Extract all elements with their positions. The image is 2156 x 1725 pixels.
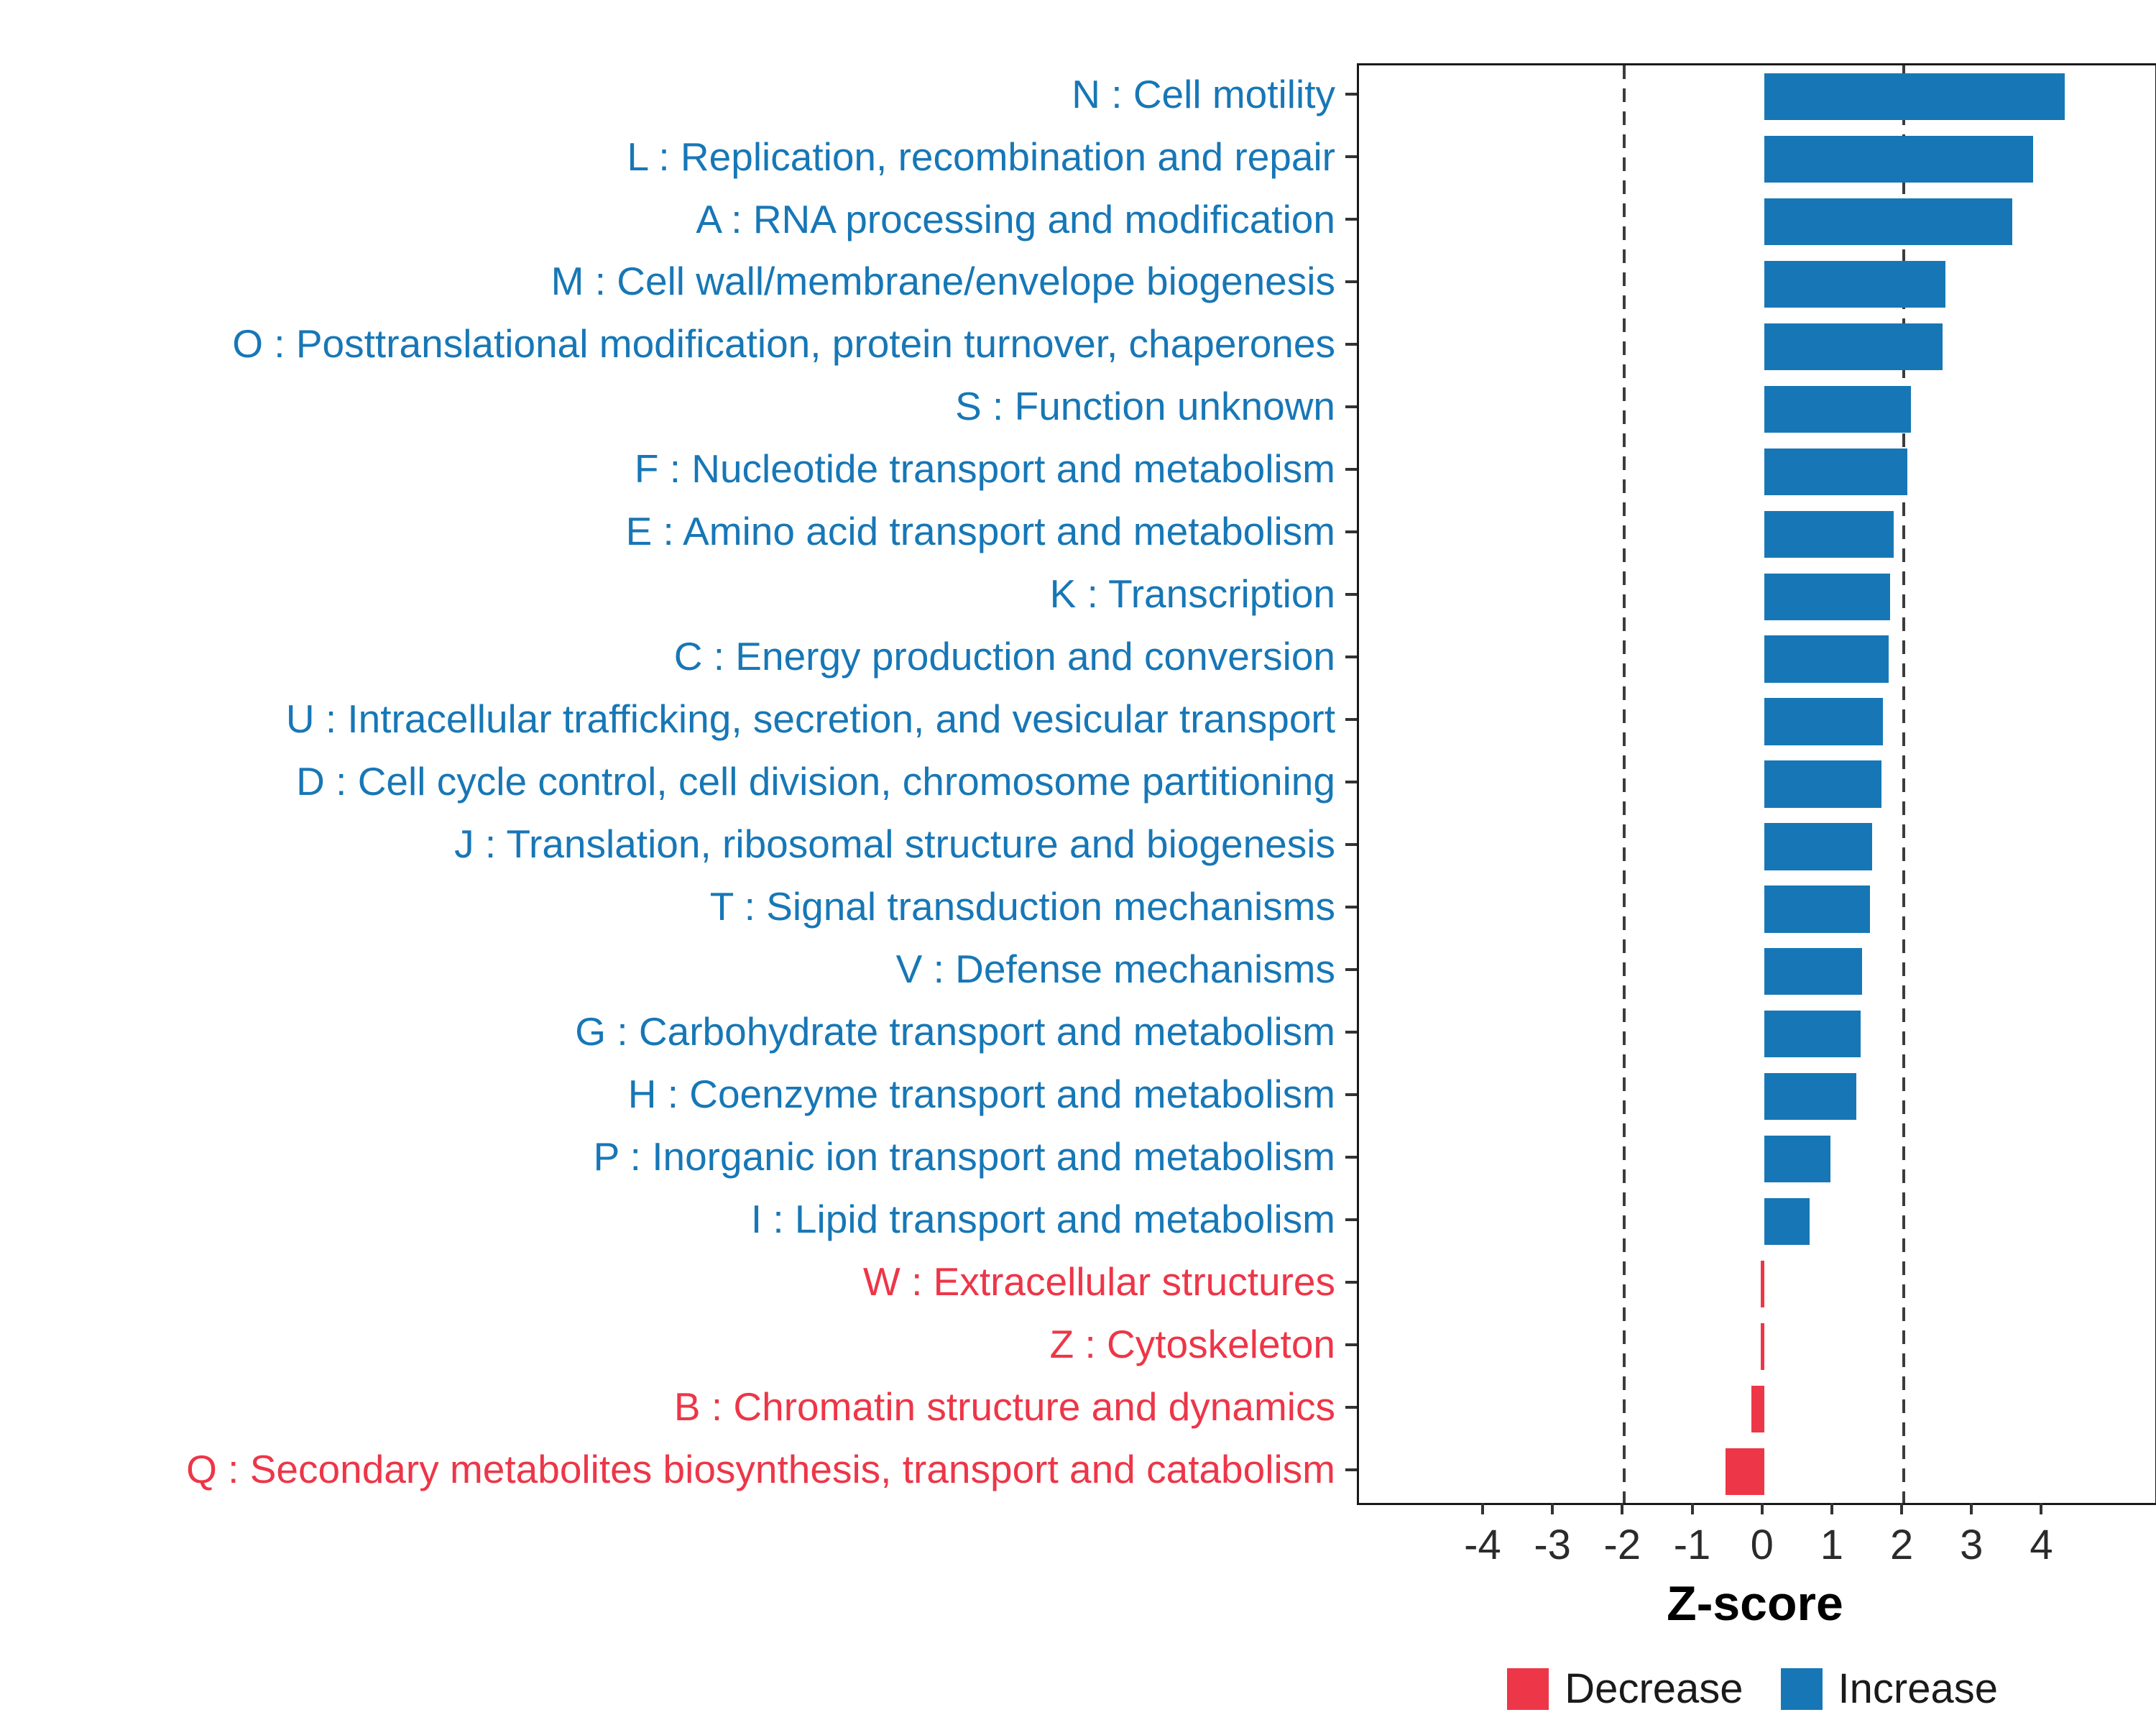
x-axis-tick [1621, 1503, 1624, 1514]
category-label: Z : Cytoskeleton [1049, 1321, 1335, 1366]
bar-increase [1764, 1011, 1861, 1058]
bar-increase [1764, 760, 1881, 808]
y-axis-tick [1345, 1092, 1357, 1096]
bar-decrease [1726, 1448, 1764, 1496]
bar-increase [1764, 510, 1894, 558]
category-label: A : RNA processing and modification [696, 196, 1335, 242]
category-label: L : Replication, recombination and repai… [627, 134, 1335, 179]
reference-line [1623, 65, 1626, 1503]
category-label: E : Amino acid transport and metabolism [625, 509, 1335, 554]
category-label: V : Defense mechanisms [895, 946, 1335, 991]
category-label: S : Function unknown [955, 384, 1335, 429]
y-axis-tick [1345, 593, 1357, 597]
y-axis-tick [1345, 280, 1357, 284]
reference-line [1902, 65, 1906, 1503]
y-axis-tick [1345, 967, 1357, 971]
category-label: Q : Secondary metabolites biosynthesis, … [186, 1446, 1335, 1491]
category-label: O : Posttranslational modification, prot… [232, 321, 1335, 367]
x-axis-tick [2040, 1503, 2043, 1514]
bar-increase [1764, 886, 1871, 933]
category-label: U : Intracellular trafficking, secretion… [285, 696, 1335, 742]
category-label: M : Cell wall/membrane/envelope biogenes… [550, 259, 1335, 304]
y-axis-tick [1345, 781, 1357, 783]
y-axis-tick [1345, 468, 1357, 472]
bar-increase [1764, 198, 2012, 245]
bar-increase [1764, 573, 1890, 620]
legend: Decrease Increase [1507, 1665, 2019, 1713]
y-axis-tick [1345, 1468, 1357, 1471]
category-label: F : Nucleotide transport and metabolism [634, 446, 1335, 492]
category-label: N : Cell motility [1072, 71, 1335, 116]
category-label: I : Lipid transport and metabolism [750, 1196, 1335, 1241]
bar-increase [1764, 73, 2065, 121]
bar-increase [1764, 1073, 1856, 1121]
bar-increase [1764, 323, 1943, 370]
y-axis-tick [1345, 1343, 1357, 1346]
x-axis-tick-label: -3 [1534, 1522, 1571, 1568]
legend-label-decrease: Decrease [1565, 1665, 1743, 1712]
x-axis-tick-label: 0 [1750, 1522, 1774, 1568]
legend-swatch-decrease [1507, 1668, 1549, 1710]
y-axis-tick [1345, 530, 1357, 534]
x-axis-tick-label: -2 [1603, 1522, 1641, 1568]
bar-increase [1764, 948, 1862, 995]
bar-increase [1764, 635, 1889, 683]
category-label: C : Energy production and conversion [673, 634, 1335, 679]
bar-decrease [1760, 1323, 1764, 1371]
x-axis-tick-label: 4 [2030, 1522, 2053, 1568]
bar-increase [1764, 260, 1946, 308]
bar-increase [1764, 1136, 1831, 1183]
bar-increase [1764, 1198, 1810, 1246]
x-axis-tick-label: -1 [1673, 1522, 1711, 1568]
x-axis-tick [1970, 1503, 1973, 1514]
y-axis-tick [1345, 155, 1357, 159]
y-axis-tick [1345, 842, 1357, 846]
bar-increase [1764, 823, 1873, 870]
x-axis-tick-label: 1 [1820, 1522, 1844, 1568]
x-axis-tick [1551, 1503, 1554, 1514]
y-axis-tick [1345, 218, 1357, 221]
category-label: D : Cell cycle control, cell division, c… [296, 759, 1335, 804]
y-axis-tick [1345, 905, 1357, 908]
x-axis-tick [1690, 1503, 1694, 1514]
category-label: P : Inorganic ion transport and metaboli… [593, 1133, 1335, 1179]
category-label: H : Coenzyme transport and metabolism [627, 1071, 1335, 1116]
category-label: B : Chromatin structure and dynamics [673, 1384, 1335, 1429]
y-axis-tick [1345, 656, 1357, 659]
legend-swatch-increase [1780, 1668, 1823, 1710]
y-axis-tick [1345, 343, 1357, 346]
category-label: W : Extracellular structures [862, 1259, 1335, 1304]
bar-decrease [1751, 1385, 1764, 1433]
bar-increase [1764, 385, 1911, 433]
x-axis-title: Z-score [1667, 1576, 1843, 1631]
x-axis-tick [1900, 1503, 1904, 1514]
y-axis-tick [1345, 1280, 1357, 1284]
legend-label-increase: Increase [1838, 1665, 1998, 1712]
y-axis-tick [1345, 1155, 1357, 1159]
category-label: K : Transcription [1049, 571, 1335, 617]
x-axis-tick [1760, 1503, 1764, 1514]
y-axis-tick [1345, 1405, 1357, 1409]
bar-increase [1764, 135, 2033, 183]
bar-decrease [1760, 1261, 1764, 1308]
x-axis-tick-label: -4 [1464, 1522, 1501, 1568]
x-axis-tick [1830, 1503, 1833, 1514]
category-label: G : Carbohydrate transport and metabolis… [575, 1008, 1335, 1054]
x-axis-tick-label: 2 [1889, 1522, 1914, 1568]
y-axis-tick [1345, 1030, 1357, 1034]
plot-panel [1357, 63, 2156, 1505]
bar-increase [1764, 698, 1883, 745]
y-axis-tick [1345, 718, 1357, 722]
category-label: T : Signal transduction mechanisms [709, 884, 1335, 929]
category-label: J : Translation, ribosomal structure and… [454, 822, 1335, 867]
y-axis-tick [1345, 1218, 1357, 1221]
y-axis-tick [1345, 93, 1357, 96]
x-axis-tick [1480, 1503, 1484, 1514]
x-axis-tick-label: 3 [1960, 1522, 1984, 1568]
bar-increase [1764, 448, 1907, 495]
y-axis-tick [1345, 405, 1357, 409]
